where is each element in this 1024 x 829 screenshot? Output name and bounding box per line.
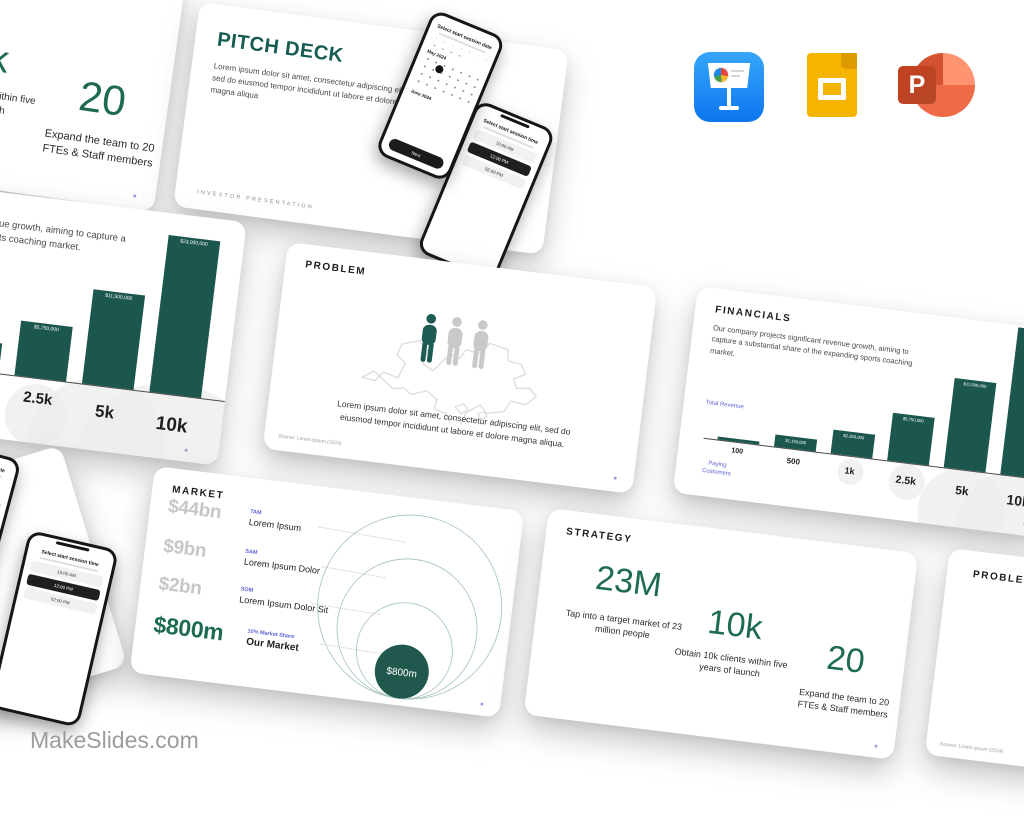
slide-title: FINANCIALS: [714, 304, 792, 325]
phone-date-header: Select start session date: [0, 453, 6, 475]
strategy-stat-value: 20: [824, 638, 867, 681]
strategy-stat-caption: Expand the team to 20 FTEs & Staff membe…: [796, 686, 890, 720]
chart-category-label: 500: [786, 456, 801, 467]
source-note: Source: Lorem Ipsum (2024): [277, 433, 342, 447]
chart-bar: $11,500,000: [943, 377, 997, 473]
powerpoint-letter: P: [908, 70, 926, 99]
bar-value-label: $2,300,000: [0, 337, 2, 351]
page-number-dot: [874, 744, 878, 748]
person-icon: [472, 320, 489, 369]
slide-frame-glyph: [818, 78, 846, 100]
strategy-stat-caption: Obtain 10k clients within five years of …: [0, 79, 37, 117]
chart-bar: $1,150,000: [774, 434, 818, 452]
bar-value-label: $23,000,000: [179, 237, 209, 248]
strategy-stat-value: 23M: [593, 558, 664, 605]
strategy-stat-value: 20: [76, 71, 129, 126]
market-row-tag: SAM: [244, 548, 258, 557]
text-line-glyph: [731, 75, 740, 77]
slide-card-problem[interactable]: PROBLEM Lorem ipsum dolor sit amet, cons…: [262, 242, 658, 494]
page-number-dot: [613, 476, 617, 480]
slide-footer: INVESTOR PRESENTATION: [196, 189, 315, 211]
slide-card-problem-cropped[interactable]: PROBLEM Source: Lorem Ipsum (2024): [924, 548, 1024, 800]
slide-description: Our company projects significant revenue…: [0, 198, 127, 254]
slide-card-market[interactable]: MARKET $44bn TAM Lorem Ipsum $9bn SAM Lo…: [129, 466, 525, 718]
powerpoint-monogram-tile: P: [898, 66, 936, 104]
next-button: Next: [387, 137, 446, 171]
chart-category-label: 100: [730, 447, 744, 456]
source-note: Source: Lorem Ipsum (2024): [939, 741, 1004, 755]
calendar-grid: [0, 484, 2, 541]
slide-description: Our company projects significant revenue…: [709, 323, 913, 368]
phone-screen: Select start session time 10:00 AM 12:00…: [0, 533, 116, 725]
slide-card-financials[interactable]: FINANCIALS Our company projects signific…: [672, 286, 1024, 538]
market-row-tag: SOM: [240, 586, 254, 594]
market-row-tag: TAM: [249, 508, 262, 517]
chart-bar: $5,750,000: [887, 412, 935, 466]
site-brand-link[interactable]: MakeSlides.com: [30, 727, 199, 753]
tam-sam-som-circles: $800m: [317, 514, 503, 700]
strategy-stat-caption: Obtain 10k clients within five years of …: [674, 646, 789, 679]
market-row-value-highlight: $800m: [152, 611, 225, 646]
x-axis-label: Paying Customers: [701, 460, 732, 478]
market-row-value: $9bn: [162, 535, 208, 562]
market-row-label: Lorem Ipsum: [248, 516, 302, 534]
our-market-bubble: [374, 644, 429, 699]
page-canvas: { "brand": {"site_name": "MakeSlides.com…: [0, 0, 1024, 760]
bar-value-label: $2,300,000: [843, 432, 865, 440]
person-icon: [446, 317, 463, 366]
strategy-stat-value: 10k: [705, 602, 765, 648]
page-fold: [841, 53, 857, 69]
chart-bar: $5,750,000: [14, 320, 73, 382]
calendar-grid: [412, 53, 481, 109]
chart-bar: $23,000,000: [149, 234, 221, 399]
slide-card-financials-cropped[interactable]: FINANCIALS Our company projects signific…: [0, 170, 247, 466]
people-icons: [415, 311, 494, 372]
market-row-value: $2bn: [157, 573, 203, 600]
chart-bar: $2,300,000: [830, 429, 876, 459]
phone-notch: [55, 541, 90, 552]
bar-value-label: $11,500,000: [963, 380, 987, 389]
pie-chart-glyph: [713, 67, 729, 83]
slide-title: STRATEGY: [565, 526, 633, 546]
google-slides-icon[interactable]: [807, 53, 857, 117]
bar-value-label: $1,150,000: [785, 437, 807, 445]
bar-value-label: $5,750,000: [33, 323, 60, 333]
strategy-stat-caption: Expand the team to 20 FTEs & Staff membe…: [41, 127, 156, 170]
keynote-icon[interactable]: [694, 52, 764, 122]
bar-value-label: $5,750,000: [902, 415, 925, 423]
map-outline: [338, 278, 584, 437]
bar-value-label: $11,500,000: [104, 292, 133, 302]
slide-title: PROBLEM: [972, 569, 1024, 588]
strategy-stat-value: 10k: [0, 31, 12, 82]
slide-subtitle-text: Lorem ipsum dolor sit amet, consectetur …: [210, 61, 408, 107]
chart-bar: $11,500,000: [81, 289, 146, 390]
page-number-dot: [133, 194, 137, 198]
easel-base: [719, 106, 739, 110]
slide-title: PROBLEM: [304, 259, 367, 278]
powerpoint-icon[interactable]: P: [898, 52, 976, 118]
chart-bar: $2,300,000: [0, 337, 3, 374]
keynote-screen-shape: [707, 63, 751, 88]
strategy-stat-caption: Tap into a target market of 23 million p…: [565, 607, 683, 641]
y-axis-label: Total Revenue: [705, 399, 745, 411]
chart-bar: $23,000,000: [1000, 327, 1024, 480]
bar-value-label: $23,000,000: [1018, 327, 1024, 339]
text-line-glyph: [731, 70, 744, 72]
phone-mockup-time: Select start session time 10:00 AM 12:00…: [0, 529, 120, 728]
bubble-label: $800m: [386, 666, 418, 681]
easel-pole: [727, 88, 731, 106]
slide-card-strategy[interactable]: STRATEGY 23M Tap into a target market of…: [523, 508, 919, 760]
person-icon: [420, 313, 437, 363]
selected-date-dot: [434, 64, 445, 76]
slide-card-strategy-cropped[interactable]: 23M Tap into a target market of 23 milli…: [0, 0, 186, 213]
slide-card-title[interactable]: PITCH DECK Lorem ipsum dolor sit amet, c…: [173, 2, 569, 283]
